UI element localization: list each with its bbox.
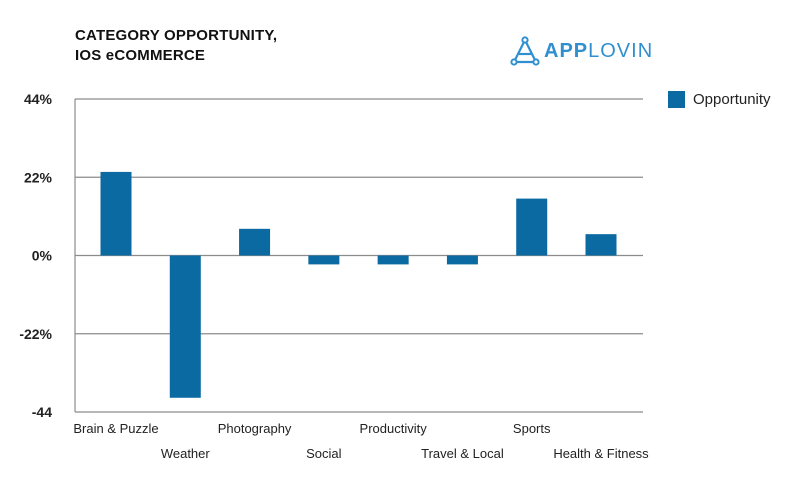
x-tick-label: Productivity [360, 421, 428, 436]
x-tick-label: Social [306, 446, 342, 461]
legend: Opportunity [668, 91, 771, 108]
y-tick-label: 44% [24, 91, 53, 107]
y-axis-ticks: 44% 22% 0% -22% -44 [19, 91, 52, 420]
bar-travel-local [446, 255, 478, 265]
bar-health-fitness [585, 234, 617, 256]
bar-photography [239, 228, 271, 256]
x-tick-label: Sports [513, 421, 551, 436]
gridlines [74, 98, 643, 413]
x-tick-label: Weather [161, 446, 211, 461]
y-tick-label: -22% [19, 326, 52, 342]
y-tick-label: 22% [24, 169, 53, 185]
applovin-logo: APPLOVIN [510, 36, 653, 66]
x-tick-label: Brain & Puzzle [73, 421, 158, 436]
chart-title: CATEGORY OPPORTUNITY, IOS eCOMMERCE [75, 26, 277, 66]
bars [100, 171, 617, 398]
bar-productivity [377, 255, 409, 265]
bar-social [308, 255, 340, 265]
bar-weather [169, 255, 201, 398]
x-tick-label: Travel & Local [421, 446, 504, 461]
bar-brain-puzzle [100, 171, 132, 256]
x-tick-label: Photography [218, 421, 292, 436]
legend-label-opportunity: Opportunity [693, 91, 771, 108]
legend-swatch-opportunity [668, 91, 685, 108]
bar-sports [516, 198, 548, 256]
applovin-logo-text: APPLOVIN [544, 39, 654, 62]
applovin-logo-icon [510, 36, 540, 66]
chart-title-line-1: CATEGORY OPPORTUNITY, [75, 27, 278, 44]
y-tick-label: -44 [32, 404, 52, 420]
chart-title-line-2: IOS eCOMMERCE [75, 47, 206, 64]
y-tick-label: 0% [32, 248, 53, 264]
x-tick-label: Health & Fitness [553, 446, 649, 461]
